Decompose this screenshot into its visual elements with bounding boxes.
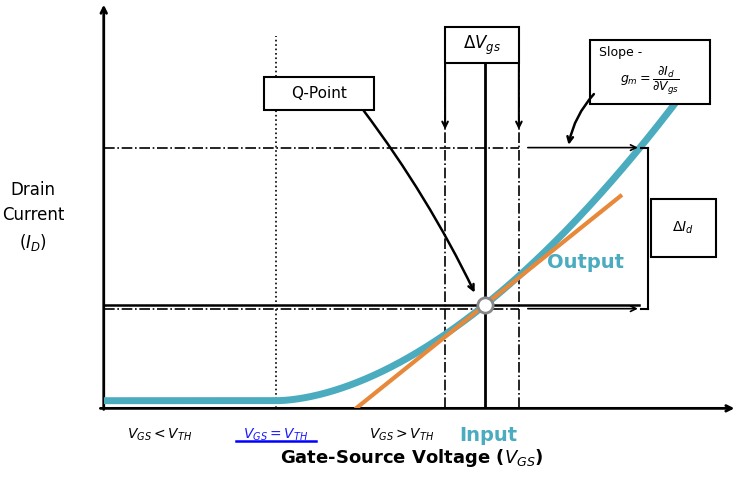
Text: Input: Input [459, 426, 517, 445]
FancyBboxPatch shape [264, 77, 374, 111]
Text: Q-Point: Q-Point [291, 87, 347, 102]
FancyBboxPatch shape [445, 27, 519, 63]
Text: $V_{GS}>V_{TH}$: $V_{GS}>V_{TH}$ [370, 427, 434, 443]
FancyBboxPatch shape [651, 199, 716, 257]
Text: Gate-Source Voltage ($V_{GS}$): Gate-Source Voltage ($V_{GS}$) [279, 447, 543, 469]
Text: $V_{GS}=V_{TH}$: $V_{GS}=V_{TH}$ [243, 427, 308, 443]
Text: Output: Output [547, 253, 624, 272]
Text: $g_m = \dfrac{\partial I_d}{\partial V_{gs}}$: $g_m = \dfrac{\partial I_d}{\partial V_{… [619, 65, 679, 98]
Text: $\Delta V_{gs}$: $\Delta V_{gs}$ [463, 33, 501, 57]
Text: $V_{GS}<V_{TH}$: $V_{GS}<V_{TH}$ [127, 427, 192, 443]
Text: Drain
Current
$(I_D)$: Drain Current $(I_D)$ [1, 181, 64, 252]
Text: $\Delta I_d$: $\Delta I_d$ [673, 220, 694, 237]
Text: Slope -: Slope - [599, 46, 642, 59]
FancyBboxPatch shape [590, 40, 710, 104]
